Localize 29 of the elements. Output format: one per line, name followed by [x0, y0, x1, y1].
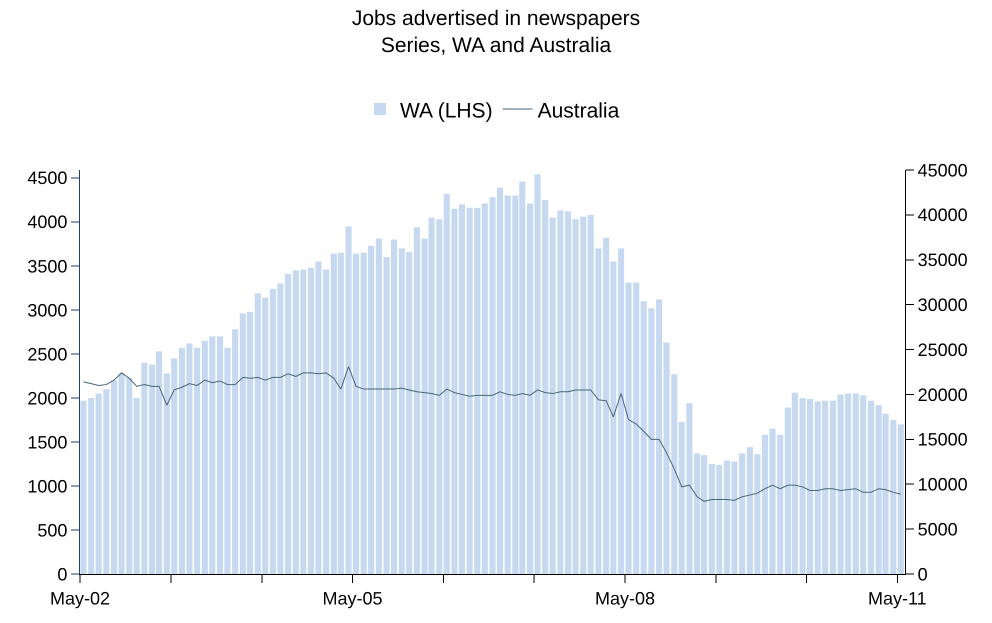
y2-tick-label: 30000: [918, 294, 968, 315]
y-tick-label: 0: [57, 564, 68, 584]
y2-tick-label: 10000: [918, 474, 968, 495]
y-tick-label: 3500: [27, 256, 68, 276]
y2-tick-label: 35000: [918, 250, 968, 270]
y-tick-label: 2500: [27, 344, 68, 364]
y-tick-label: 4000: [27, 212, 68, 232]
x-tick-label: May-08: [595, 588, 656, 609]
y2-tick-label: 15000: [918, 430, 968, 450]
y-tick-label: 2000: [27, 388, 68, 408]
legend-label: WA (LHS): [400, 99, 493, 122]
legend-label: Australia: [538, 99, 620, 122]
chart-title: Jobs advertised in newspapers: [352, 6, 640, 30]
y-tick-label: 3000: [27, 300, 68, 320]
y-tick-label: 500: [37, 520, 68, 540]
x-tick-label: May-02: [50, 588, 110, 609]
chart-subtitle: Series, WA and Australia: [380, 34, 612, 58]
y2-tick-label: 20000: [918, 384, 968, 405]
y-tick-label: 1500: [27, 432, 68, 452]
y-tick-label: 1000: [27, 476, 68, 496]
y2-tick-label: 0: [918, 564, 928, 584]
y2-tick-label: 45000: [918, 160, 968, 180]
y2-tick-label: 40000: [918, 205, 968, 226]
line-series: [82, 366, 902, 502]
x-tick-label: May-05: [322, 588, 383, 609]
y2-tick-label: 5000: [918, 519, 958, 540]
x-tick-label: May-11: [868, 588, 927, 609]
y2-tick-label: 25000: [918, 340, 968, 360]
y-tick-label: 4500: [27, 168, 68, 188]
